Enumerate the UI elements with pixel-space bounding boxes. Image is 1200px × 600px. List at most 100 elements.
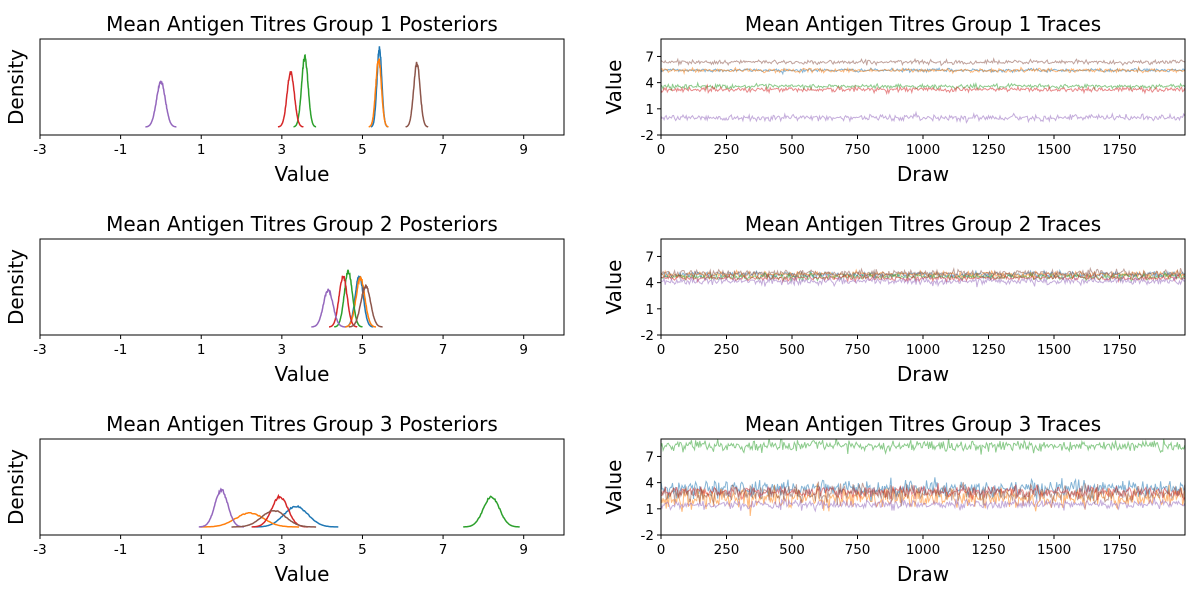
density-series-blue (253, 504, 339, 528)
y-tick-label: -2 (641, 128, 654, 144)
x-tick-label: 1250 (971, 542, 1005, 558)
y-axis-label: Value (602, 260, 626, 315)
x-tick-label: 1500 (1037, 542, 1071, 558)
x-tick-label: 1 (197, 342, 206, 358)
y-axis-label: Density (4, 249, 28, 325)
y-axis-label: Density (4, 449, 28, 525)
density-series-purple (145, 80, 177, 128)
y-tick-label: -2 (641, 528, 654, 544)
x-tick-label: 750 (845, 342, 871, 358)
trace-series-purple (661, 110, 1185, 124)
trace-series-red (661, 483, 1185, 502)
x-axis-label: Value (275, 162, 330, 186)
trace-series-green (661, 270, 1185, 283)
x-tick-label: 5 (358, 142, 367, 158)
x-tick-label: 1750 (1102, 142, 1136, 158)
density-series-brown (348, 284, 383, 328)
x-tick-label: 9 (519, 142, 528, 158)
trace-series-brown (661, 57, 1185, 67)
density-series-brown (405, 61, 429, 128)
y-tick-label: 4 (645, 76, 654, 92)
trace-series-orange (661, 65, 1185, 76)
axes-frame (39, 238, 565, 336)
panel-title: Mean Antigen Titres Group 1 Traces (745, 12, 1101, 36)
x-tick-label: 250 (714, 542, 740, 558)
trace-series-orange (661, 483, 1185, 517)
x-tick-label: 0 (657, 342, 666, 358)
plot-area (311, 269, 383, 328)
panel-title: Mean Antigen Titres Group 3 Traces (745, 412, 1101, 436)
x-axis-label: Draw (897, 562, 949, 586)
panel-title: Mean Antigen Titres Group 2 Posteriors (106, 212, 498, 236)
x-tick-label: -3 (33, 142, 46, 158)
trace-series-green (661, 439, 1185, 455)
trace-series-green (661, 81, 1185, 92)
x-tick-label: 1 (197, 142, 206, 158)
x-tick-label: 1000 (906, 142, 940, 158)
axes-frame (660, 238, 1186, 336)
panel-6: 0 250 500 750 1000 1250 1500 1750 -2 1 4 7 Mean Anti… (602, 412, 1186, 586)
x-tick-label: 7 (439, 342, 448, 358)
density-series-orange (344, 275, 376, 328)
x-tick-label: 1500 (1037, 142, 1071, 158)
panel-5: -3 -1 1 3 5 7 9 Mean Antigen Titres Group 3 Pos… (4, 412, 565, 586)
trace-series-brown (661, 481, 1185, 507)
x-tick-label: 0 (657, 142, 666, 158)
density-series-red (251, 493, 308, 528)
x-tick-label: 750 (845, 142, 871, 158)
x-tick-label: 0 (657, 542, 666, 558)
x-tick-label: 500 (779, 542, 805, 558)
x-axis-label: Value (275, 362, 330, 386)
y-tick-label: -2 (641, 328, 654, 344)
panel-3: -3 -1 1 3 5 7 9 Mean Antigen Titres Group 2 Pos… (4, 212, 565, 386)
panel-4: 0 250 500 750 1000 1250 1500 1750 -2 1 4 7 Mean Anti… (602, 212, 1186, 386)
x-tick-label: 500 (779, 342, 805, 358)
x-tick-label: 1500 (1037, 342, 1071, 358)
plot-area (198, 487, 520, 528)
axes-frame (39, 38, 565, 136)
x-axis-label: Draw (897, 362, 949, 386)
panel-title: Mean Antigen Titres Group 1 Posteriors (106, 12, 498, 36)
axes-frame (39, 438, 565, 536)
plot-area (145, 46, 429, 128)
x-tick-label: 3 (278, 142, 287, 158)
x-tick-label: 5 (358, 542, 367, 558)
density-series-orange (368, 58, 389, 128)
x-tick-label: -3 (33, 542, 46, 558)
panel-title: Mean Antigen Titres Group 2 Traces (745, 212, 1101, 236)
panel-1: -3 -1 1 3 5 7 9 Mean Antigen Titres Group 1 Pos… (4, 12, 565, 186)
y-tick-label: 1 (645, 302, 654, 318)
trace-series-red (661, 83, 1185, 96)
x-tick-label: 9 (519, 342, 528, 358)
panel-title: Mean Antigen Titres Group 3 Posteriors (106, 412, 498, 436)
y-tick-label: 7 (645, 49, 654, 65)
x-axis-label: Draw (897, 162, 949, 186)
x-tick-label: 1750 (1102, 342, 1136, 358)
x-tick-label: -3 (33, 342, 46, 358)
density-series-red (277, 71, 304, 128)
x-tick-label: 250 (714, 342, 740, 358)
x-tick-label: 500 (779, 142, 805, 158)
trace-series-purple (661, 275, 1185, 288)
y-tick-label: 1 (645, 102, 654, 118)
plot-area (661, 266, 1185, 288)
x-tick-label: 250 (714, 142, 740, 158)
x-tick-label: -1 (114, 342, 127, 358)
x-tick-label: 1 (197, 542, 206, 558)
x-tick-label: 5 (358, 342, 367, 358)
x-tick-label: 1000 (906, 542, 940, 558)
x-tick-label: 3 (278, 342, 287, 358)
y-tick-label: 1 (645, 502, 654, 518)
x-tick-label: -1 (114, 142, 127, 158)
x-tick-label: 1250 (971, 342, 1005, 358)
y-axis-label: Value (602, 460, 626, 515)
y-tick-label: 4 (645, 476, 654, 492)
density-series-orange (200, 511, 299, 528)
y-tick-label: 4 (645, 276, 654, 292)
trace-series-brown (661, 266, 1185, 281)
density-series-green (293, 54, 317, 128)
density-series-purple (198, 487, 244, 528)
density-series-brown (231, 509, 317, 528)
x-tick-label: 1750 (1102, 542, 1136, 558)
density-series-red (329, 275, 358, 328)
